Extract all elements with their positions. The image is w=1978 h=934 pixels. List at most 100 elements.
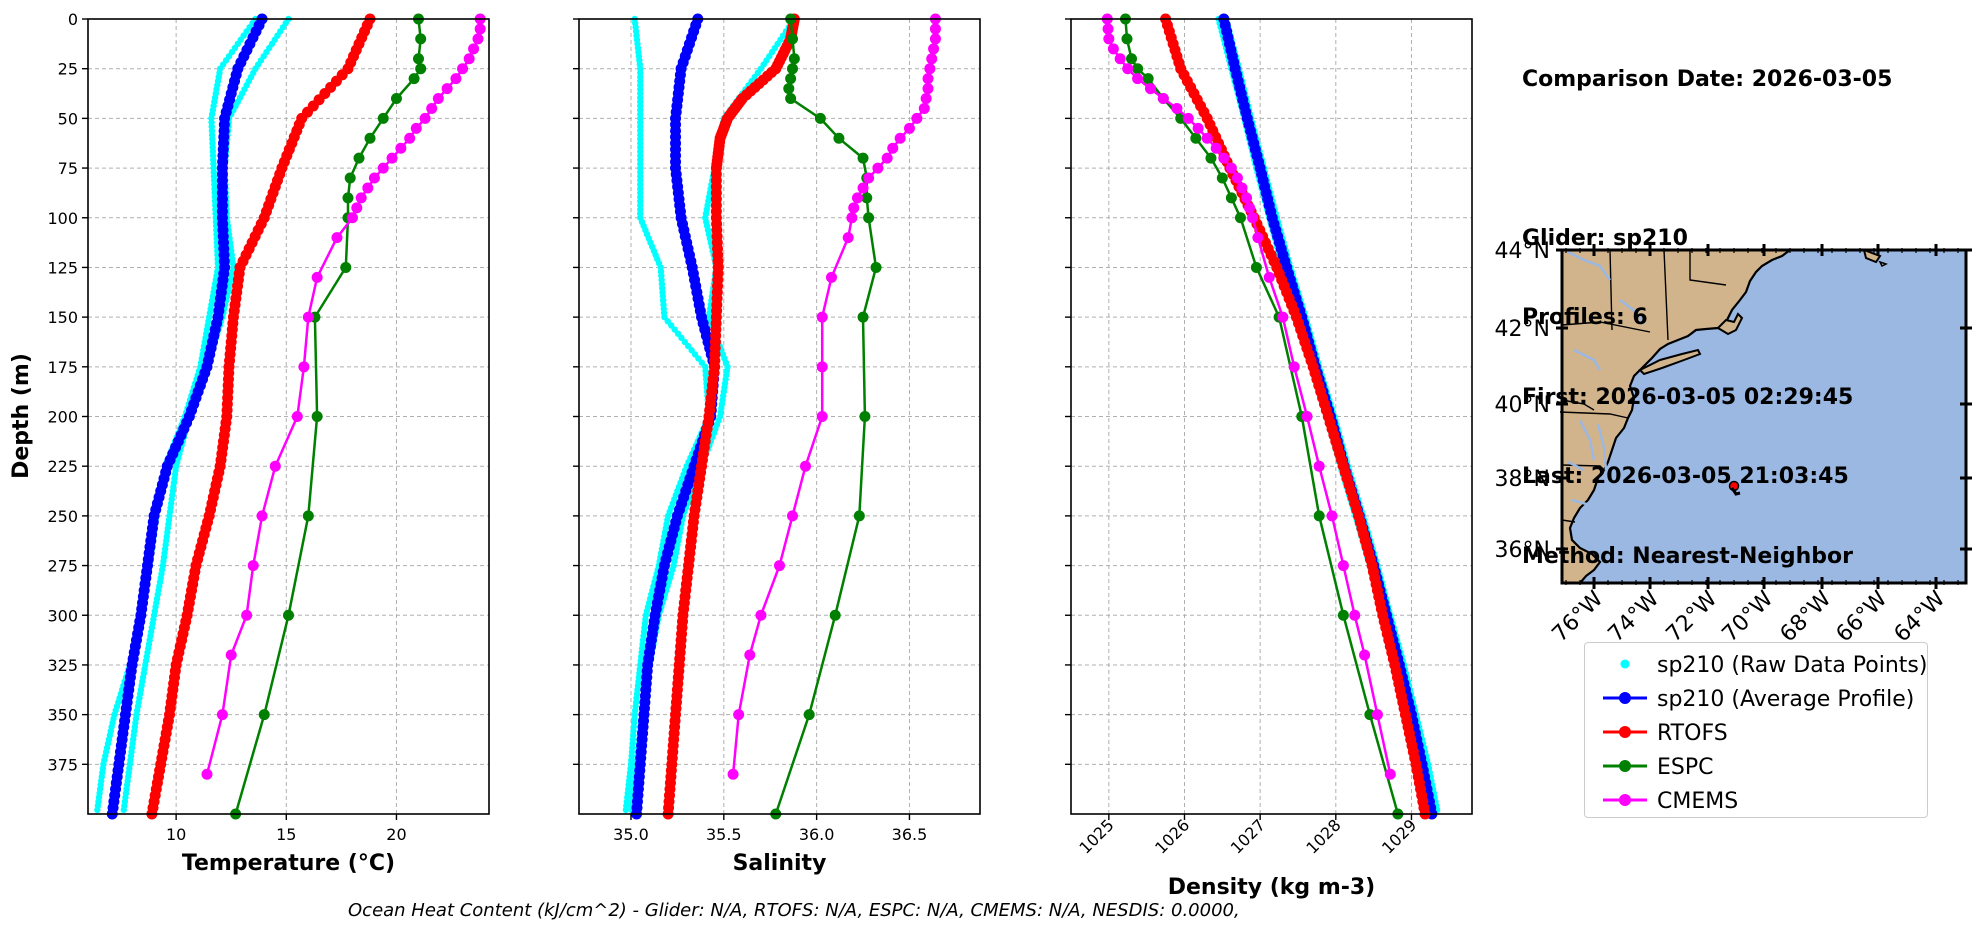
map-land: [1559, 248, 1888, 585]
espc-point: [788, 53, 800, 65]
espc-point: [283, 609, 294, 621]
cmems-point: [922, 83, 934, 95]
cmems-point: [799, 460, 811, 472]
map-lon-label: 64°W: [1890, 586, 1951, 647]
espc-point: [853, 510, 865, 522]
cmems-point: [419, 112, 431, 124]
legend: sp210 (Raw Data Points) sp210 (Average P…: [1584, 642, 1928, 818]
cmems-point: [1326, 510, 1338, 522]
cmems-point: [298, 361, 310, 373]
cmems-point: [225, 649, 237, 661]
espc-point: [302, 510, 314, 522]
x-tick-label: 15: [276, 825, 296, 844]
cmems-point: [386, 152, 398, 164]
cmems-point: [351, 202, 363, 214]
espc-point: [857, 311, 869, 323]
cmems-point: [920, 93, 932, 104]
cmems-point: [1231, 172, 1243, 184]
cmems-point: [468, 43, 480, 55]
cmems-point: [395, 142, 407, 154]
espc-point: [342, 192, 354, 204]
first-time: First: 2026-03-05 02:29:45: [1522, 384, 1854, 410]
legend-label-average: sp210 (Average Profile): [1657, 687, 1915, 712]
x-tick-label: 35.0: [613, 825, 649, 844]
map-lat-label: 38°N: [1495, 467, 1550, 492]
espc-point: [1216, 172, 1228, 184]
raw-data-point: [94, 806, 101, 814]
cmems-point: [256, 510, 268, 522]
cmems-point: [457, 63, 469, 75]
salinity-panel: 35.0 35.5 36.0 36.5 Salinity: [573, 13, 981, 876]
x-tick-label: 20: [386, 825, 406, 844]
sable-island: [1878, 260, 1888, 268]
legend-item-average: sp210 (Average Profile): [1585, 681, 1927, 715]
cmems-point: [450, 73, 462, 85]
y-tick-label: 225: [47, 457, 78, 476]
cmems-point: [346, 212, 358, 224]
legend-label-rtofs: RTOFS: [1657, 721, 1728, 746]
y-tick-label: 300: [47, 606, 78, 625]
comparison-date: Comparison Date: 2026-03-05: [1522, 67, 1893, 92]
x-tick-label: 36.0: [799, 825, 835, 844]
cmems-point: [816, 311, 828, 323]
cmems-point: [1114, 53, 1126, 65]
axes-frame: [87, 18, 490, 815]
legend-item-espc: ESPC: [1585, 749, 1927, 783]
cmems-point: [816, 361, 828, 373]
espc-point: [857, 152, 869, 164]
cmems-point: [463, 53, 475, 65]
legend-swatch-rtofs: [1603, 726, 1647, 738]
espc-point: [1126, 53, 1138, 65]
map-lat-label: 40°N: [1495, 393, 1550, 418]
cmems-point: [432, 93, 444, 104]
cmems-point: [1301, 411, 1313, 422]
espc-point: [408, 73, 420, 85]
espc-point: [311, 411, 323, 422]
y-tick-label: 250: [47, 507, 78, 526]
cmems-point: [922, 73, 934, 85]
x-tick-label: 1028: [1302, 815, 1344, 857]
state-borders: [1559, 249, 1727, 523]
cmems-point: [1210, 142, 1222, 154]
cape-cod: [1716, 312, 1744, 336]
cmems-point: [825, 271, 837, 283]
espc-point: [814, 112, 826, 124]
espc-point: [1337, 609, 1349, 621]
espc-point: [1205, 152, 1217, 164]
x-tick-label: 1026: [1151, 815, 1193, 857]
legend-item-cmems: CMEMS: [1585, 783, 1927, 817]
cmems-point: [848, 202, 860, 214]
cmems-point: [1313, 460, 1325, 472]
cmems-point: [426, 102, 438, 114]
map-ticks: [1556, 244, 1972, 589]
y-tick-label: 0: [68, 10, 78, 29]
x-tick-label: 10: [166, 825, 186, 844]
espc-point: [353, 152, 365, 164]
legend-swatch-average: [1603, 692, 1647, 704]
cmems-point: [302, 311, 314, 323]
legend-label-raw: sp210 (Raw Data Points): [1657, 653, 1928, 678]
cmems-point: [404, 132, 416, 144]
cmems-point: [362, 182, 374, 194]
legend-swatch-espc: [1603, 760, 1647, 772]
cmems-point: [247, 560, 259, 572]
x-tick-label: 1027: [1227, 815, 1269, 857]
cmems-point: [1132, 73, 1144, 85]
espc-point: [390, 93, 402, 104]
y-tick-label: 100: [47, 209, 78, 228]
x-tick-label: 35.5: [706, 825, 742, 844]
legend-swatch-cmems: [1603, 794, 1647, 806]
espc-point: [783, 83, 795, 95]
y-tick-label: 200: [47, 408, 78, 427]
map-lat-label: 36°N: [1495, 538, 1550, 563]
cmems-point: [903, 122, 915, 134]
x-axis-label: Salinity: [733, 851, 827, 876]
espc-point: [861, 192, 873, 204]
espc-point: [833, 132, 845, 144]
cmems-point: [1144, 83, 1156, 95]
espc-point: [786, 33, 798, 45]
cmems-point: [201, 768, 213, 780]
cmems-line: [205, 19, 482, 775]
